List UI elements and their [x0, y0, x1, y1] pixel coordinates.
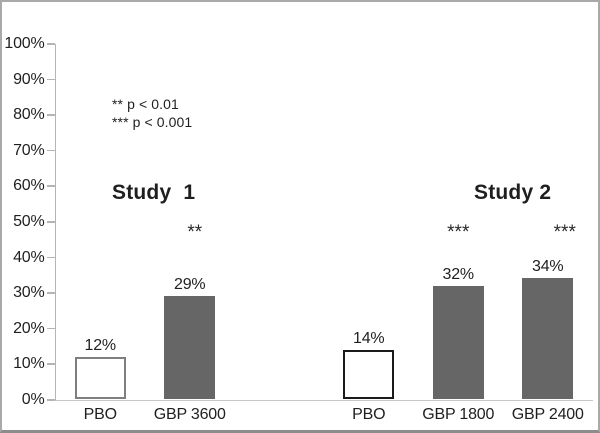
- y-axis-tick: [46, 327, 55, 330]
- bar-pbo: [343, 349, 395, 400]
- y-axis-label: 50%: [13, 213, 45, 230]
- y-axis-label: 100%: [4, 35, 45, 52]
- bar-gbp-3600: [164, 296, 216, 400]
- bar-category-label: GBP 2400: [511, 405, 584, 423]
- study-2-title: Study 2: [474, 181, 552, 204]
- bar-value-label: 14%: [353, 329, 385, 347]
- y-axis-label: 70%: [13, 141, 45, 159]
- bar-category-label: PBO: [352, 405, 386, 423]
- significance-marker: ***: [553, 222, 576, 243]
- bar-gbp-2400: [522, 278, 574, 400]
- y-axis-tick: [46, 399, 55, 401]
- y-axis-label: 60%: [13, 177, 45, 195]
- x-axis-line: [54, 399, 593, 401]
- pvalue-note-line-2: *** p < 0.001: [112, 114, 193, 130]
- y-axis-label: 20%: [13, 319, 45, 337]
- bar-category-label: GBP 1800: [422, 405, 495, 423]
- y-axis-tick: [46, 43, 55, 45]
- significance-marker: ***: [447, 222, 470, 243]
- bar-value-label: 29%: [174, 276, 206, 294]
- bar-category-label: GBP 3600: [153, 405, 226, 423]
- y-axis-tick: [46, 363, 55, 365]
- y-axis-label: 80%: [13, 106, 45, 124]
- y-axis-label: 0%: [21, 391, 45, 408]
- y-axis-label: 90%: [13, 70, 45, 88]
- y-axis-tick: [46, 78, 55, 81]
- y-axis-tick: [46, 292, 55, 294]
- study-1-title: Study 1: [112, 181, 196, 204]
- bar-value-label: 12%: [84, 336, 117, 354]
- y-axis-label: 10%: [13, 355, 45, 373]
- significance-marker: **: [187, 222, 203, 243]
- y-axis-label: 40%: [13, 248, 45, 266]
- bar-pbo: [74, 356, 126, 400]
- bar-value-label: 34%: [532, 258, 564, 276]
- bar-value-label: 32%: [442, 265, 475, 283]
- bar-category-label: PBO: [83, 405, 117, 423]
- y-axis-label: 30%: [13, 284, 45, 302]
- y-axis-line: [54, 43, 56, 401]
- y-axis-tick: [46, 114, 55, 116]
- y-axis-tick: [46, 185, 55, 187]
- y-axis-tick: [46, 149, 55, 152]
- y-axis-tick: [46, 256, 55, 259]
- y-axis-tick: [46, 221, 55, 223]
- bar-gbp-1800: [432, 285, 484, 400]
- pvalue-note-line-1: ** p < 0.01: [112, 96, 179, 112]
